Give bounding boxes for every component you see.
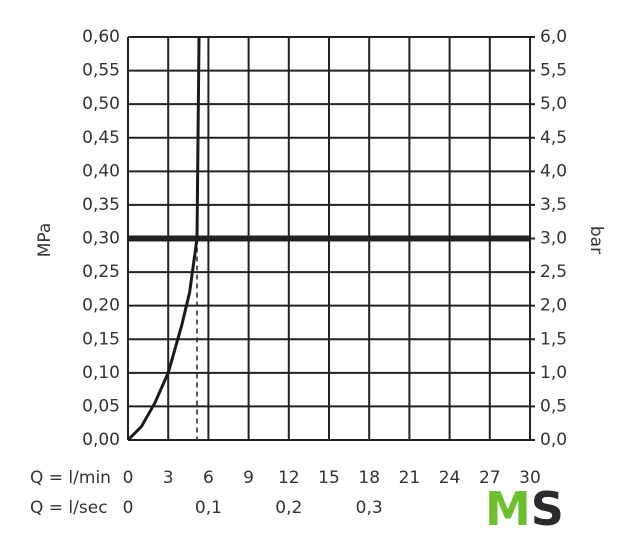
y-tick-label: 0,25 [82,262,120,282]
y-tick-label: 0,05 [82,396,120,416]
x-tick-label: 18 [358,468,380,488]
logo-letter: M [485,482,531,536]
x-tick-label: 15 [318,468,340,488]
y2-tick-label: 2,5 [540,262,567,282]
x2-tick-label: 0,2 [275,498,302,518]
y2-axis-label: bar [586,226,606,254]
y2-tick-label: 2,0 [540,296,567,316]
y-axis-label: MPa [35,223,55,258]
y-tick-label: 0,15 [82,329,120,349]
x-axis-label: Q = l/min [30,468,111,488]
y-tick-label: 0,40 [82,161,120,181]
x2-axis-label: Q = l/sec [30,498,108,518]
y2-tick-label: 3,5 [540,195,567,215]
y2-tick-label: 4,0 [540,161,567,181]
y-tick-label: 0,10 [82,363,120,383]
logo-letter: S [531,482,564,536]
x-tick-label: 6 [203,468,214,488]
y2-tick-label: 5,0 [540,94,567,114]
logo: MS [485,482,564,536]
y-tick-label: 0,50 [82,94,120,114]
y2-tick-label: 1,0 [540,363,567,383]
x-tick-label: 3 [163,468,174,488]
y2-tick-label: 1,5 [540,329,567,349]
y2-tick-label: 0,5 [540,396,567,416]
y2-tick-label: 6,0 [540,27,567,47]
x-tick-label: 0 [123,468,134,488]
x2-tick-label: 0 [123,498,134,518]
x2-tick-label: 0,1 [195,498,222,518]
y-tick-label: 0,45 [82,128,120,148]
y2-tick-label: 3,0 [540,229,567,249]
x-tick-label: 9 [243,468,254,488]
flow-curve [126,36,201,442]
x-tick-label: 24 [439,468,461,488]
y-tick-label: 0,00 [82,430,120,450]
x-tick-label: 21 [399,468,421,488]
x2-tick-label: 0,3 [356,498,383,518]
y2-tick-label: 4,5 [540,128,567,148]
y-tick-label: 0,35 [82,195,120,215]
y-tick-label: 0,55 [82,61,120,81]
y-tick-label: 0,20 [82,296,120,316]
x-tick-label: 12 [278,468,300,488]
y-tick-label: 0,30 [82,229,120,249]
y2-tick-label: 0,0 [540,430,567,450]
x-tick-label: 30 [519,468,541,488]
x-tick-label: 27 [479,468,501,488]
y-tick-label: 0,60 [82,27,120,47]
y2-tick-label: 5,5 [540,61,567,81]
